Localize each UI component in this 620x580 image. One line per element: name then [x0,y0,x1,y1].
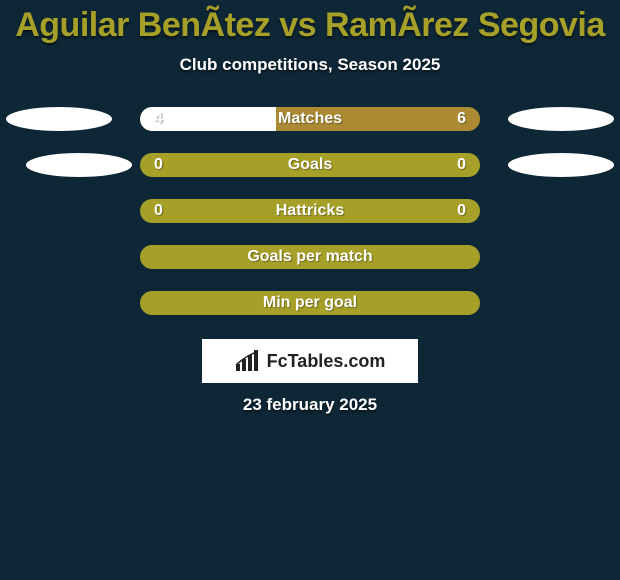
bar-chart-icon [235,350,261,372]
stat-row: Min per goal [0,291,620,315]
page-title: Aguilar BenÃ­tez vs RamÃ­rez Segovia [0,0,620,45]
logo-text: FcTables.com [267,351,386,372]
logo-text-main: FcTables [267,351,344,371]
logo-text-suffix: .com [343,351,385,371]
stat-bar: 4 Matches 6 [140,107,480,131]
stat-value-left: 0 [154,202,163,220]
stat-label: Hattricks [276,202,344,220]
stat-value-right: 0 [457,156,466,174]
player-left-flag [6,107,112,131]
stat-label: Min per goal [263,294,357,312]
comparison-card: Aguilar BenÃ­tez vs RamÃ­rez Segovia Clu… [0,0,620,580]
stat-bar: Goals per match [140,245,480,269]
player-left-flag [26,153,132,177]
stat-value-left: 4 [154,110,163,128]
stat-label: Matches [278,110,342,128]
stat-row: 0 Hattricks 0 [0,199,620,223]
stat-bar: 0 Hattricks 0 [140,199,480,223]
stat-label: Goals per match [247,248,372,266]
stat-row: Goals per match [0,245,620,269]
stat-rows: 4 Matches 6 0 Goals 0 0 Hattricks 0 Goals per mat… [0,107,620,315]
logo-box: FcTables.com [202,339,418,383]
stat-row: 4 Matches 6 [0,107,620,131]
date-label: 23 february 2025 [0,395,620,415]
stat-bar: 0 Goals 0 [140,153,480,177]
subtitle: Club competitions, Season 2025 [0,55,620,75]
stat-value-right: 6 [457,110,466,128]
stat-bar: Min per goal [140,291,480,315]
player-right-flag [508,107,614,131]
player-right-flag [508,153,614,177]
stat-label: Goals [288,156,332,174]
stat-value-right: 0 [457,202,466,220]
stat-value-left: 0 [154,156,163,174]
stat-row: 0 Goals 0 [0,153,620,177]
